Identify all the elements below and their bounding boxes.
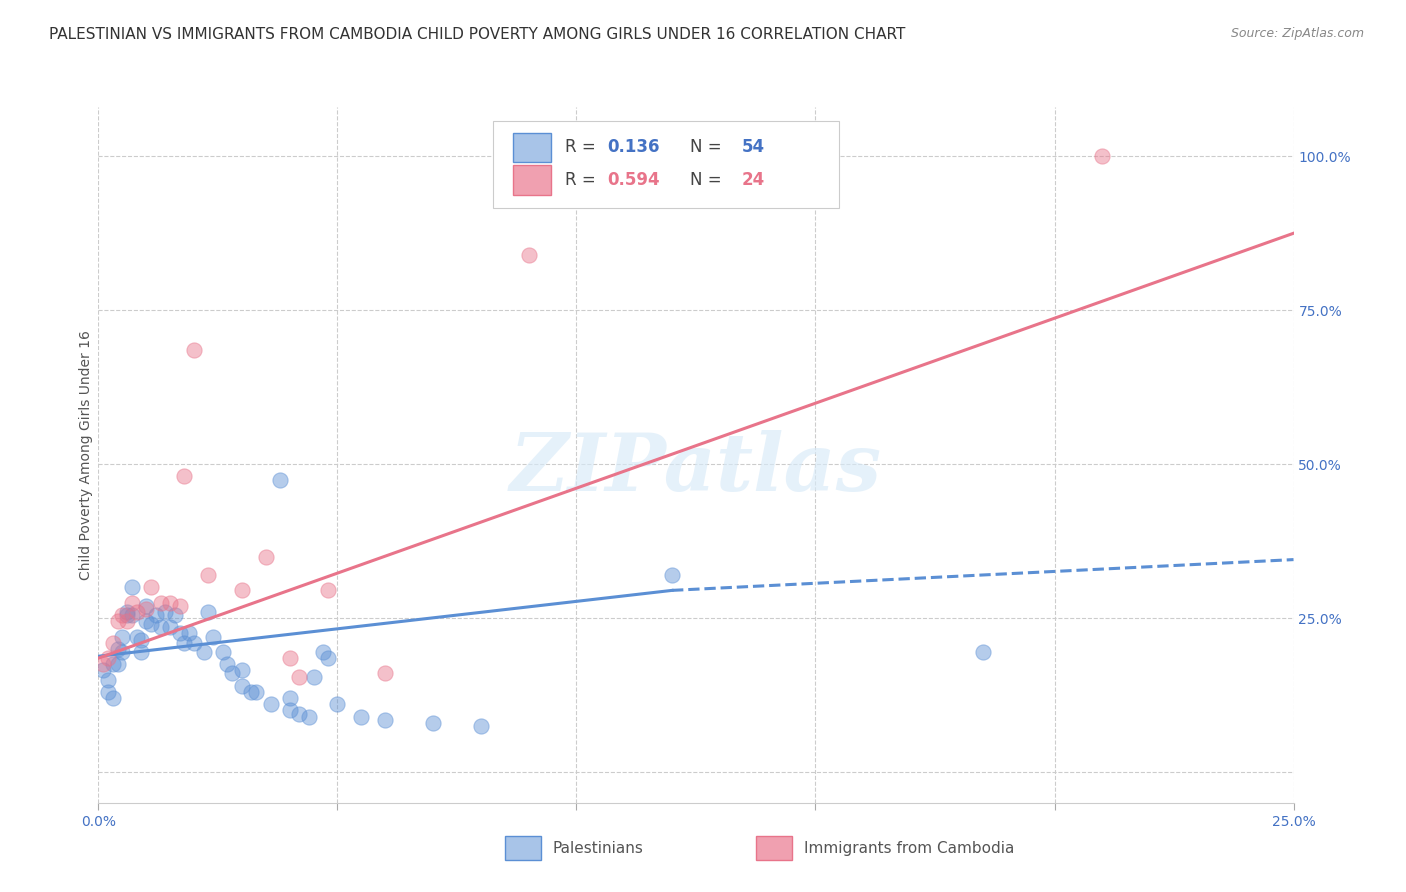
Point xyxy=(517,248,540,262)
Point xyxy=(135,599,157,613)
Point xyxy=(121,596,143,610)
Point xyxy=(211,645,233,659)
Point xyxy=(231,583,253,598)
Point xyxy=(202,630,225,644)
Point xyxy=(1091,149,1114,163)
Text: 0.136: 0.136 xyxy=(607,138,659,156)
Point xyxy=(278,703,301,717)
Bar xyxy=(505,836,541,860)
Point xyxy=(107,641,129,656)
Point xyxy=(155,605,177,619)
Point xyxy=(169,599,191,613)
Point xyxy=(278,651,301,665)
Point xyxy=(169,626,191,640)
Y-axis label: Child Poverty Among Girls Under 16: Child Poverty Among Girls Under 16 xyxy=(79,330,93,580)
Point xyxy=(115,614,138,628)
Point xyxy=(197,605,219,619)
Bar xyxy=(513,166,551,194)
Point xyxy=(101,657,124,672)
Point xyxy=(298,709,321,723)
Text: Palestinians: Palestinians xyxy=(553,840,644,855)
Point xyxy=(245,685,267,699)
Text: 24: 24 xyxy=(741,171,765,189)
Point xyxy=(111,607,134,622)
Text: 0.594: 0.594 xyxy=(607,171,661,189)
Point xyxy=(326,698,349,712)
Point xyxy=(125,605,148,619)
Point xyxy=(173,469,195,483)
Point xyxy=(240,685,263,699)
Text: N =: N = xyxy=(690,171,727,189)
Text: R =: R = xyxy=(565,138,600,156)
Point xyxy=(374,666,396,681)
Point xyxy=(111,645,134,659)
Point xyxy=(350,709,373,723)
Point xyxy=(259,698,281,712)
Point xyxy=(101,636,124,650)
Point xyxy=(422,715,444,730)
Point xyxy=(139,580,162,594)
Point xyxy=(107,657,129,672)
Point xyxy=(183,636,205,650)
Point xyxy=(179,626,201,640)
Point xyxy=(269,473,291,487)
Text: N =: N = xyxy=(690,138,727,156)
Text: PALESTINIAN VS IMMIGRANTS FROM CAMBODIA CHILD POVERTY AMONG GIRLS UNDER 16 CORRE: PALESTINIAN VS IMMIGRANTS FROM CAMBODIA … xyxy=(49,27,905,42)
Point xyxy=(145,607,167,622)
Point xyxy=(312,645,335,659)
Point xyxy=(135,614,157,628)
Text: 54: 54 xyxy=(741,138,765,156)
Point xyxy=(107,614,129,628)
Point xyxy=(159,596,181,610)
Point xyxy=(173,636,195,650)
Point xyxy=(97,673,120,687)
Point xyxy=(149,596,172,610)
Point xyxy=(135,602,157,616)
Point xyxy=(316,651,339,665)
Text: ZIPatlas: ZIPatlas xyxy=(510,430,882,508)
Point xyxy=(221,666,243,681)
Point xyxy=(121,580,143,594)
Point xyxy=(121,607,143,622)
Text: R =: R = xyxy=(565,171,600,189)
Point xyxy=(159,620,181,634)
Point xyxy=(470,719,492,733)
Point xyxy=(231,664,253,678)
Point xyxy=(97,651,120,665)
Point xyxy=(288,669,311,683)
Point xyxy=(163,607,186,622)
Point xyxy=(972,645,994,659)
Point xyxy=(197,568,219,582)
Point xyxy=(217,657,239,672)
Point xyxy=(149,620,172,634)
Point xyxy=(183,343,205,358)
Point xyxy=(288,706,311,721)
Point xyxy=(374,713,396,727)
Point xyxy=(316,583,339,598)
Bar xyxy=(756,836,792,860)
Point xyxy=(302,669,325,683)
Point xyxy=(91,664,114,678)
Point xyxy=(661,568,683,582)
Text: Source: ZipAtlas.com: Source: ZipAtlas.com xyxy=(1230,27,1364,40)
Point xyxy=(115,605,138,619)
Point xyxy=(111,630,134,644)
Point xyxy=(139,617,162,632)
Point xyxy=(131,645,153,659)
Point xyxy=(193,645,215,659)
FancyBboxPatch shape xyxy=(494,121,839,208)
Text: Immigrants from Cambodia: Immigrants from Cambodia xyxy=(804,840,1014,855)
Point xyxy=(231,679,253,693)
Point xyxy=(97,685,120,699)
Point xyxy=(101,691,124,706)
Point xyxy=(254,549,277,564)
Point xyxy=(278,691,301,706)
Point xyxy=(125,630,148,644)
Bar xyxy=(513,133,551,162)
Point xyxy=(131,632,153,647)
Point xyxy=(115,607,138,622)
Point xyxy=(91,657,114,672)
